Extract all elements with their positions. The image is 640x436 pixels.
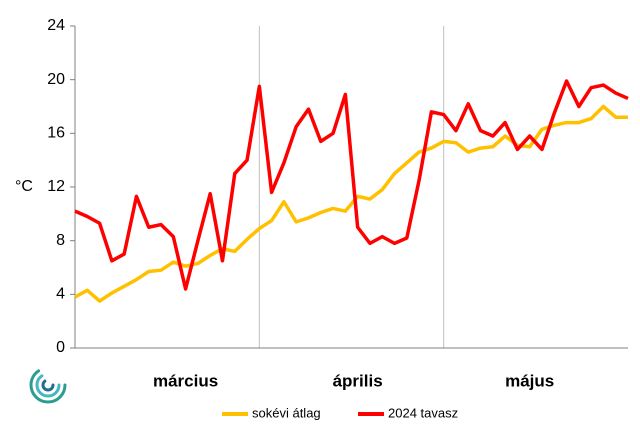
x-tick-label: május bbox=[505, 371, 554, 390]
logo bbox=[29, 366, 67, 404]
y-tick-label: 20 bbox=[47, 71, 65, 88]
x-tick-label: április bbox=[333, 371, 383, 390]
y-axis-label: °C bbox=[15, 178, 33, 195]
series-line bbox=[74, 104, 628, 303]
y-tick-label: 24 bbox=[47, 17, 65, 34]
y-tick-label: 4 bbox=[56, 286, 65, 303]
y-tick-label: 16 bbox=[47, 125, 65, 142]
y-tick-label: 12 bbox=[47, 178, 65, 195]
series-line bbox=[74, 79, 629, 291]
legend-label: sokévi átlag bbox=[252, 405, 321, 420]
y-tick-label: 0 bbox=[56, 339, 65, 356]
legend-label: 2024 tavasz bbox=[388, 405, 458, 420]
x-tick-label: március bbox=[153, 371, 218, 390]
y-tick-label: 8 bbox=[56, 232, 65, 249]
